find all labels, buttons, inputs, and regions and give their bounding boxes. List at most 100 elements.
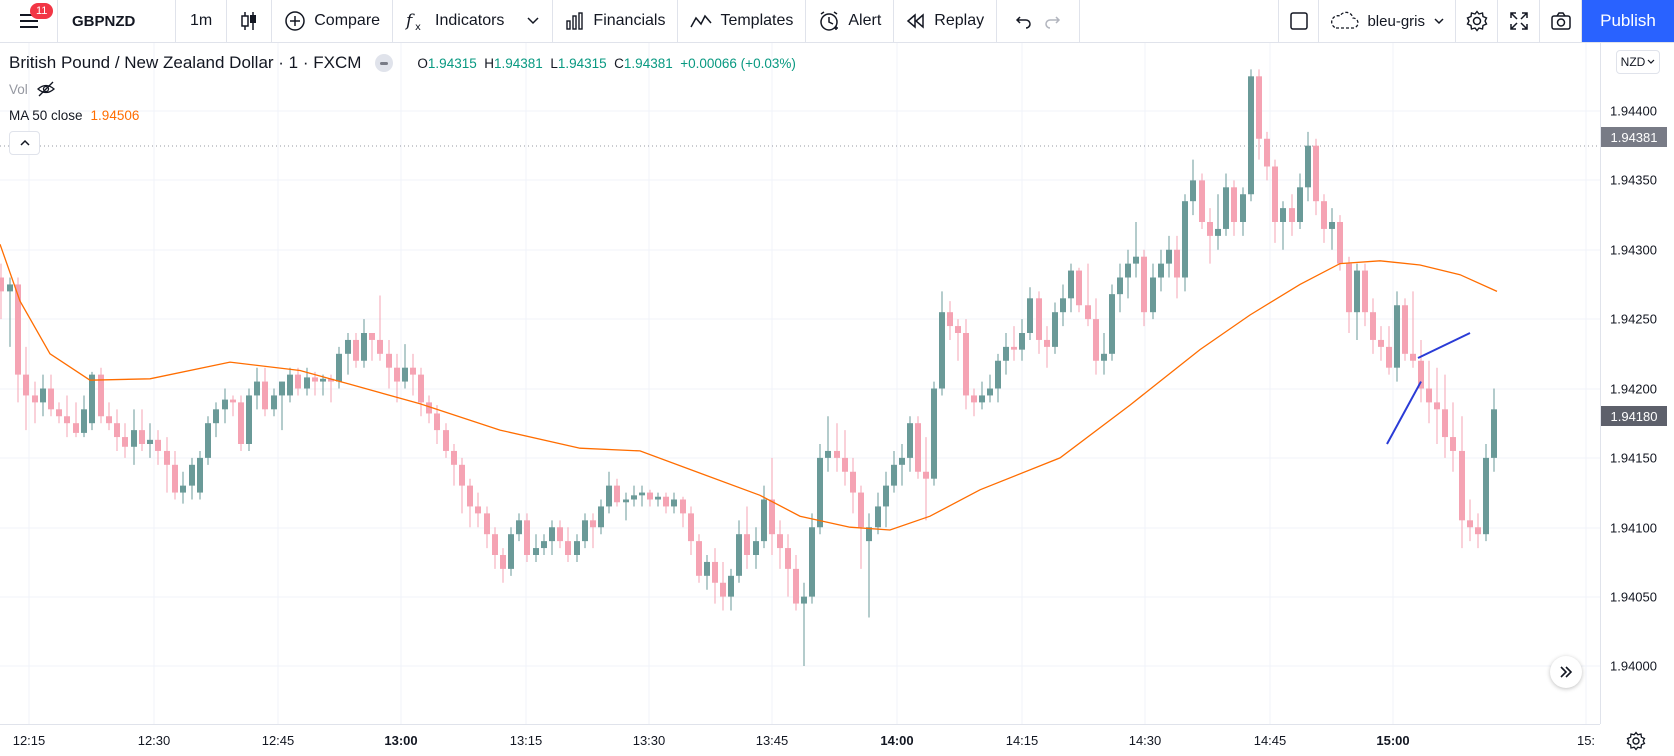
candle-body (48, 388, 54, 410)
candle-body (1019, 333, 1025, 350)
settings-button[interactable] (1456, 0, 1498, 42)
candle (606, 471, 612, 514)
price-chart[interactable] (0, 43, 1600, 724)
currency-button[interactable]: NZD (1616, 50, 1660, 74)
chevron-down-icon[interactable] (526, 16, 540, 26)
legend-collapse-button[interactable] (9, 131, 40, 155)
candle-body (1158, 263, 1164, 278)
main-menu-button[interactable]: 11 (0, 0, 58, 42)
chevron-down-icon (1647, 59, 1655, 64)
candle (1068, 263, 1074, 313)
layout-name-button[interactable]: bleu-gris (1319, 0, 1456, 42)
undo-icon[interactable] (1015, 13, 1033, 29)
financials-label: Financials (593, 12, 666, 29)
candle (565, 527, 571, 562)
candle (639, 485, 645, 507)
candle-body (931, 388, 937, 479)
candle (1240, 187, 1246, 236)
candle-body (394, 367, 400, 382)
candle (1215, 194, 1221, 250)
candle (484, 506, 490, 549)
price-scale[interactable] (1600, 43, 1674, 724)
candle (875, 492, 881, 535)
candle (56, 402, 62, 424)
compare-label: Compare (314, 12, 381, 29)
chart-style-button[interactable] (227, 0, 273, 42)
indicators-button[interactable]: f x Indicators (393, 0, 554, 42)
candle-body (1483, 457, 1489, 535)
symbol-search-button[interactable]: GBPNZD (58, 0, 176, 42)
candle-body (230, 399, 236, 403)
legend-symbol-row: British Pound / New Zealand Dollar · 1 ·… (9, 50, 796, 76)
candle (213, 402, 219, 438)
candle-body (1133, 256, 1139, 264)
trendline-drawing[interactable] (1417, 332, 1471, 359)
ma-label[interactable]: MA 50 close (9, 107, 83, 123)
candle (345, 333, 351, 375)
change-value: +0.00066 (+0.03%) (680, 55, 796, 71)
candle-body (606, 485, 612, 507)
snapshot-button[interactable] (1540, 0, 1582, 42)
candle (1052, 302, 1058, 354)
time-scale[interactable] (0, 724, 1600, 756)
alert-button[interactable]: Alert (806, 0, 895, 42)
open-label: O (417, 55, 428, 71)
candle-body (287, 374, 293, 396)
time-tick: 15: (1576, 733, 1596, 748)
candle (1346, 256, 1352, 333)
candle (1150, 263, 1156, 320)
candle-body (1207, 222, 1213, 236)
replay-button[interactable]: Replay (894, 0, 998, 42)
current-price-tag: 1.94180 (1601, 406, 1667, 426)
function-icon: f x (405, 11, 421, 32)
publish-button[interactable]: Publish (1582, 0, 1674, 42)
candle (858, 485, 864, 569)
layout-select-button[interactable] (1279, 0, 1320, 42)
fullscreen-button[interactable] (1498, 0, 1540, 42)
eye-hidden-icon[interactable] (36, 81, 56, 97)
scale-settings-gear-icon[interactable] (1626, 731, 1646, 751)
candle (98, 367, 104, 424)
candle (793, 555, 799, 611)
candle-body (971, 395, 977, 403)
ohlc-values: O1.94315 H1.94381 L1.94315 C1.94381 +0.0… (417, 56, 795, 71)
candle-body (785, 548, 791, 569)
candle-body (155, 439, 161, 451)
candle (23, 346, 29, 431)
financials-button[interactable]: Financials (553, 0, 679, 42)
candle (728, 568, 734, 611)
trendlines-layer[interactable] (1386, 332, 1471, 445)
candle-body (418, 374, 424, 403)
candle-body (1240, 194, 1246, 222)
compare-button[interactable]: Compare (272, 0, 394, 42)
symbol-label: GBPNZD (72, 12, 136, 30)
volume-label[interactable]: Vol (9, 81, 28, 97)
trendline-drawing[interactable] (1386, 381, 1422, 445)
symbol-title[interactable]: British Pound / New Zealand Dollar · 1 ·… (9, 53, 362, 72)
candle (238, 395, 244, 451)
alarm-clock-icon (820, 11, 839, 31)
candle-body (443, 430, 449, 451)
candle-body (834, 450, 840, 458)
templates-button[interactable]: Templates (678, 0, 807, 42)
candle-body (1199, 180, 1205, 222)
candle (801, 582, 807, 666)
scroll-to-realtime-button[interactable] (1550, 656, 1582, 688)
candle-body (1117, 277, 1123, 295)
candle (312, 371, 318, 396)
price-tick: 1.94250 (1610, 311, 1657, 327)
candle (753, 527, 759, 569)
candle (1027, 287, 1033, 340)
candle-body (655, 496, 661, 500)
redo-icon[interactable] (1043, 13, 1061, 29)
candle-body (671, 499, 677, 507)
candle (1467, 499, 1473, 542)
candle-body (98, 374, 104, 417)
candle (222, 388, 228, 424)
candle-body (1125, 263, 1131, 278)
candle-body (736, 534, 742, 576)
candle (353, 333, 359, 368)
legend-more-button[interactable] (375, 54, 394, 72)
interval-button[interactable]: 1m (176, 0, 228, 42)
candle-body (524, 520, 530, 555)
